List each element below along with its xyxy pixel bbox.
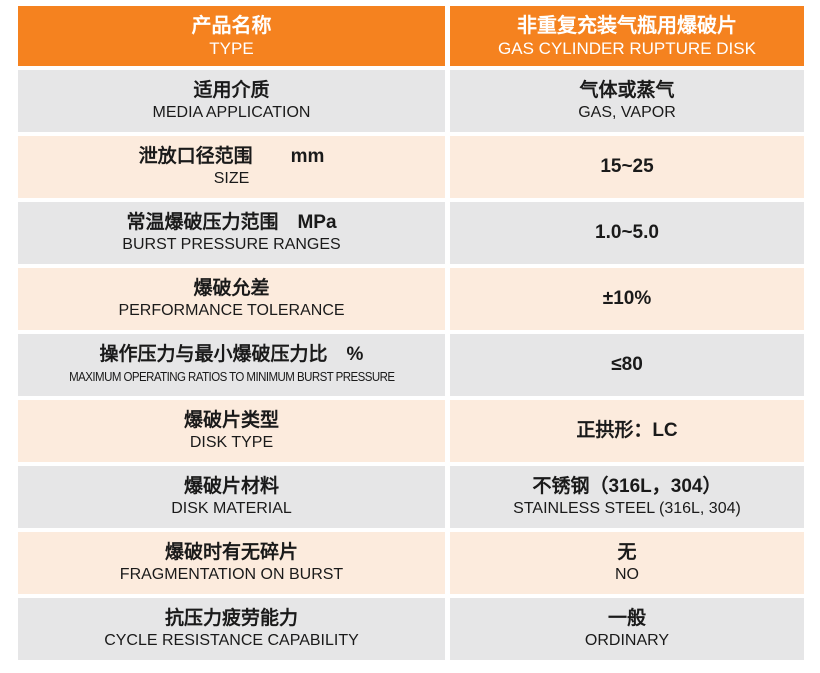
header-product-en: GAS CYLINDER RUPTURE DISK <box>498 38 756 58</box>
row-label-cell: 抗压力疲劳能力 CYCLE RESISTANCE CAPABILITY <box>18 598 445 660</box>
row-label-cn: 爆破允差 <box>193 278 270 299</box>
row-label-cell: 泄放口径范围 mm SIZE <box>18 136 445 198</box>
row-label-cell: 适用介质 MEDIA APPLICATION <box>18 70 445 132</box>
row-value-cn: 一般 <box>607 608 646 629</box>
row-value-cell: 正拱形：LC <box>450 400 804 462</box>
row-label-cn: 常温爆破压力范围 MPa <box>126 212 337 233</box>
row-label-en: FRAGMENTATION ON BURST <box>119 566 344 583</box>
row-label-cell: 常温爆破压力范围 MPa BURST PRESSURE RANGES <box>18 202 445 264</box>
row-value-en: ORDINARY <box>584 632 670 649</box>
row-label-en: DISK MATERIAL <box>171 500 292 517</box>
row-label-cell: 爆破片材料 DISK MATERIAL <box>18 466 445 528</box>
row-value: 15~25 <box>600 156 654 177</box>
row-value-cn: 无 <box>617 542 637 563</box>
row-value: 正拱形：LC <box>576 420 678 441</box>
row-value-cell: 不锈钢（316L，304） STAINLESS STEEL (316L, 304… <box>450 466 804 528</box>
row-label-cn: 抗压力疲劳能力 <box>164 608 298 629</box>
row-label-cell: 爆破片类型 DISK TYPE <box>18 400 445 462</box>
row-value-en: STAINLESS STEEL (316L, 304) <box>513 500 741 517</box>
row-value: 1.0~5.0 <box>595 222 659 243</box>
spec-table: 产品名称 TYPE 非重复充装气瓶用爆破片 GAS CYLINDER RUPTU… <box>18 6 804 660</box>
row-value-cell: 1.0~5.0 <box>450 202 804 264</box>
row-value: ≤80 <box>611 354 643 375</box>
row-value-cell: 15~25 <box>450 136 804 198</box>
row-label-en: MEDIA APPLICATION <box>152 104 311 121</box>
header-type-cn: 产品名称 <box>191 14 272 37</box>
header-product-cn: 非重复充装气瓶用爆破片 <box>517 14 737 37</box>
row-label-en: SIZE <box>213 170 250 187</box>
header-type-en: TYPE <box>209 38 254 58</box>
row-value: ±10% <box>602 288 652 309</box>
row-label-en: PERFORMANCE TOLERANCE <box>118 302 345 319</box>
row-value-cn: 气体或蒸气 <box>579 80 675 101</box>
row-value-cn: 不锈钢（316L，304） <box>532 476 722 497</box>
row-label-cn: 适用介质 <box>193 80 270 101</box>
header-type-cell: 产品名称 TYPE <box>18 6 445 66</box>
row-value-cell: 气体或蒸气 GAS, VAPOR <box>450 70 804 132</box>
row-label-cn: 爆破时有无碎片 <box>164 542 298 563</box>
row-value-en: GAS, VAPOR <box>578 104 676 121</box>
row-value-cell: ≤80 <box>450 334 804 396</box>
row-label-cell: 爆破允差 PERFORMANCE TOLERANCE <box>18 268 445 330</box>
row-label-cn: 爆破片材料 <box>183 476 279 497</box>
header-product-cell: 非重复充装气瓶用爆破片 GAS CYLINDER RUPTURE DISK <box>450 6 804 66</box>
row-label-en: MAXIMUM OPERATING RATIOS TO MINIMUM BURS… <box>68 370 395 384</box>
row-label-en: DISK TYPE <box>189 434 274 451</box>
row-value-cell: 一般 ORDINARY <box>450 598 804 660</box>
row-label-cell: 爆破时有无碎片 FRAGMENTATION ON BURST <box>18 532 445 594</box>
row-label-cn: 泄放口径范围 mm <box>138 146 325 167</box>
row-value-cell: 无 NO <box>450 532 804 594</box>
row-label-cell: 操作压力与最小爆破压力比 % MAXIMUM OPERATING RATIOS … <box>18 334 445 396</box>
row-label-en: BURST PRESSURE RANGES <box>122 236 341 253</box>
row-label-cn: 爆破片类型 <box>183 410 279 431</box>
row-label-cn: 操作压力与最小爆破压力比 % <box>99 344 364 365</box>
row-label-en: CYCLE RESISTANCE CAPABILITY <box>104 632 359 649</box>
row-value-cell: ±10% <box>450 268 804 330</box>
row-value-en: NO <box>615 566 639 583</box>
